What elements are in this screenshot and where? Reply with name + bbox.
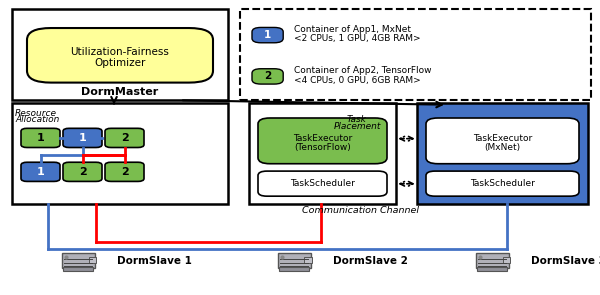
FancyBboxPatch shape bbox=[12, 103, 228, 204]
Text: 1: 1 bbox=[79, 133, 86, 143]
FancyBboxPatch shape bbox=[252, 27, 283, 43]
Text: Communication Channel: Communication Channel bbox=[302, 206, 419, 214]
FancyBboxPatch shape bbox=[105, 162, 144, 181]
Text: DormMaster: DormMaster bbox=[82, 87, 158, 97]
Text: 2: 2 bbox=[121, 133, 128, 143]
Text: Container of App2, TensorFlow: Container of App2, TensorFlow bbox=[294, 66, 431, 75]
FancyBboxPatch shape bbox=[27, 28, 213, 83]
Text: DormSlave 3: DormSlave 3 bbox=[531, 256, 600, 266]
Text: 2: 2 bbox=[264, 71, 271, 81]
Text: 2: 2 bbox=[121, 167, 128, 177]
FancyBboxPatch shape bbox=[12, 9, 228, 100]
FancyBboxPatch shape bbox=[63, 162, 102, 181]
FancyBboxPatch shape bbox=[21, 162, 60, 181]
Text: 1: 1 bbox=[37, 167, 44, 177]
FancyBboxPatch shape bbox=[258, 171, 387, 196]
Text: (TensorFlow): (TensorFlow) bbox=[294, 143, 351, 152]
FancyBboxPatch shape bbox=[252, 69, 283, 84]
Text: DormSlave 1: DormSlave 1 bbox=[117, 256, 192, 266]
Text: Optimizer: Optimizer bbox=[94, 58, 146, 68]
FancyBboxPatch shape bbox=[417, 103, 588, 204]
FancyBboxPatch shape bbox=[64, 267, 93, 271]
FancyBboxPatch shape bbox=[426, 171, 579, 196]
Text: Placement: Placement bbox=[334, 122, 380, 131]
Text: 1: 1 bbox=[264, 30, 271, 40]
FancyBboxPatch shape bbox=[21, 128, 60, 148]
Text: 2: 2 bbox=[79, 167, 86, 177]
Text: TaskExecutor: TaskExecutor bbox=[293, 134, 352, 143]
Text: TaskExecutor: TaskExecutor bbox=[473, 134, 532, 143]
FancyBboxPatch shape bbox=[89, 257, 96, 263]
Text: DormSlave 2: DormSlave 2 bbox=[333, 256, 408, 266]
FancyBboxPatch shape bbox=[279, 267, 309, 271]
Text: Allocation: Allocation bbox=[15, 115, 59, 124]
Text: Utilization-Fairness: Utilization-Fairness bbox=[71, 47, 169, 57]
Text: 1: 1 bbox=[37, 133, 44, 143]
FancyBboxPatch shape bbox=[62, 253, 95, 268]
Text: TaskScheduler: TaskScheduler bbox=[470, 179, 535, 188]
Text: Task: Task bbox=[347, 115, 367, 124]
FancyBboxPatch shape bbox=[63, 128, 102, 148]
Text: (MxNet): (MxNet) bbox=[484, 143, 521, 152]
FancyBboxPatch shape bbox=[476, 253, 509, 268]
FancyBboxPatch shape bbox=[249, 103, 396, 204]
Text: TaskScheduler: TaskScheduler bbox=[290, 179, 355, 188]
FancyBboxPatch shape bbox=[304, 257, 312, 263]
Text: <4 CPUs, 0 GPU, 6GB RAM>: <4 CPUs, 0 GPU, 6GB RAM> bbox=[294, 76, 421, 85]
Text: Container of App1, MxNet: Container of App1, MxNet bbox=[294, 25, 411, 34]
FancyBboxPatch shape bbox=[503, 257, 510, 263]
Text: Resource: Resource bbox=[15, 109, 57, 118]
FancyBboxPatch shape bbox=[258, 118, 387, 164]
FancyBboxPatch shape bbox=[277, 253, 311, 268]
FancyBboxPatch shape bbox=[478, 267, 507, 271]
FancyBboxPatch shape bbox=[105, 128, 144, 148]
FancyBboxPatch shape bbox=[426, 118, 579, 164]
Text: <2 CPUs, 1 GPU, 4GB RAM>: <2 CPUs, 1 GPU, 4GB RAM> bbox=[294, 34, 421, 43]
FancyBboxPatch shape bbox=[240, 9, 591, 100]
